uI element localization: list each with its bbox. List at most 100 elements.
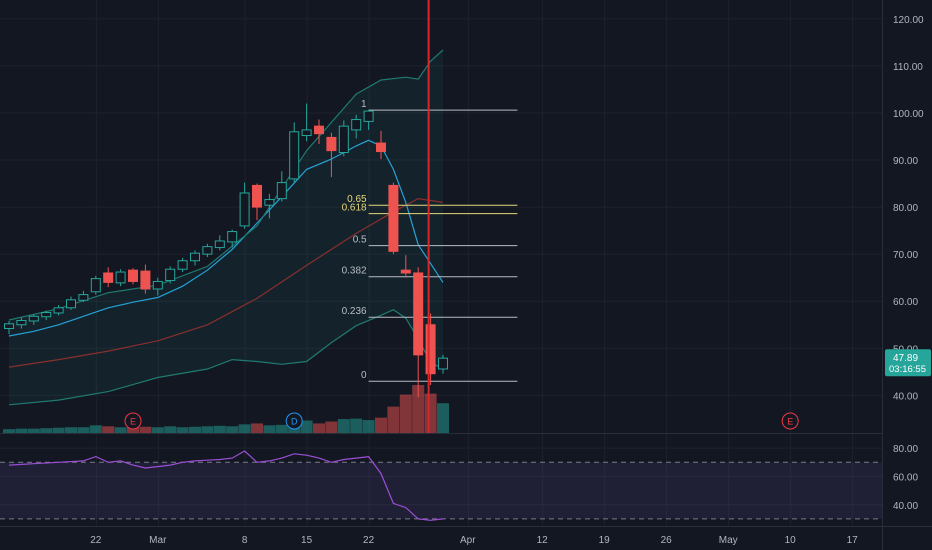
candle-up[interactable] bbox=[165, 268, 176, 282]
candle-down[interactable] bbox=[314, 125, 324, 135]
volume-bar[interactable] bbox=[89, 425, 102, 433]
fib-level-label: 0.65 bbox=[347, 194, 367, 205]
volume-bar[interactable] bbox=[102, 426, 115, 433]
candle-down[interactable] bbox=[376, 142, 386, 153]
volume-bar[interactable] bbox=[399, 394, 412, 433]
candle-up[interactable] bbox=[202, 246, 213, 255]
candle-down[interactable] bbox=[252, 184, 262, 208]
volume-bar[interactable] bbox=[251, 423, 263, 433]
volume-bar[interactable] bbox=[387, 406, 400, 433]
candle-up[interactable] bbox=[152, 280, 163, 290]
candle-up[interactable] bbox=[28, 315, 39, 322]
candle-down[interactable] bbox=[425, 324, 436, 375]
candle-up[interactable] bbox=[177, 260, 188, 270]
rsi-line[interactable] bbox=[8, 450, 444, 521]
last-price-value: 47.89 bbox=[893, 353, 918, 364]
candle-up[interactable] bbox=[190, 252, 200, 262]
volume-bar[interactable] bbox=[164, 426, 177, 433]
candle-up[interactable] bbox=[41, 312, 52, 318]
event-marker[interactable] bbox=[124, 412, 142, 430]
candle-up[interactable] bbox=[289, 131, 300, 180]
candle-up[interactable] bbox=[239, 192, 250, 227]
candle-up[interactable] bbox=[351, 119, 362, 131]
price-tick-label: 80.00 bbox=[893, 203, 918, 214]
volume-bar[interactable] bbox=[325, 421, 338, 433]
candle-down[interactable] bbox=[103, 272, 114, 283]
candle-up[interactable] bbox=[4, 323, 14, 330]
volume-bar[interactable] bbox=[3, 429, 15, 433]
volume-bar[interactable] bbox=[189, 426, 201, 433]
candle-up[interactable] bbox=[438, 357, 448, 370]
price-tick-label: 100.00 bbox=[893, 109, 924, 120]
volume-bar[interactable] bbox=[176, 427, 189, 433]
volume-bar[interactable] bbox=[437, 403, 449, 433]
volume-bar[interactable] bbox=[313, 423, 325, 433]
fib-level-label: 0.236 bbox=[342, 306, 367, 317]
volume-bar[interactable] bbox=[213, 425, 226, 433]
event-marker[interactable] bbox=[285, 412, 303, 430]
time-axis[interactable]: 22 Mar 8 15 22 Apr 12 19 26 May 10 17 bbox=[90, 535, 858, 546]
volume-bar[interactable] bbox=[263, 425, 276, 433]
volume-bar[interactable] bbox=[27, 428, 40, 433]
price-tick-label: 110.00 bbox=[893, 62, 923, 73]
volume-bar[interactable] bbox=[40, 428, 53, 433]
candle-up[interactable] bbox=[301, 129, 312, 137]
candle-down[interactable] bbox=[326, 136, 337, 152]
time-tick-label: Mar bbox=[149, 535, 167, 546]
rsi-tick-label: 60.00 bbox=[893, 472, 918, 483]
rsi-band-fill bbox=[0, 462, 882, 519]
volume-bar[interactable] bbox=[15, 428, 28, 433]
fib-level-label: 0.5 bbox=[353, 235, 367, 246]
volume-bar[interactable] bbox=[412, 385, 425, 433]
candle-up[interactable] bbox=[214, 240, 225, 249]
candle-down[interactable] bbox=[128, 269, 138, 282]
rsi-tick-label: 80.00 bbox=[893, 444, 918, 455]
event-marker[interactable] bbox=[781, 412, 799, 430]
rsi-pane[interactable] bbox=[0, 450, 882, 521]
volume-bar[interactable] bbox=[139, 426, 152, 433]
candle-up[interactable] bbox=[363, 110, 374, 122]
price-tick-label: 120.00 bbox=[893, 15, 924, 26]
volume-bar[interactable] bbox=[201, 426, 214, 433]
volume-bar[interactable] bbox=[337, 419, 350, 433]
candle-up[interactable] bbox=[78, 294, 89, 301]
candle-down[interactable] bbox=[388, 184, 399, 252]
event-marker-label: E bbox=[130, 417, 136, 427]
candle-up[interactable] bbox=[264, 199, 275, 206]
candle-up[interactable] bbox=[66, 299, 76, 309]
fib-level-label: 0 bbox=[361, 370, 367, 381]
candle-up[interactable] bbox=[53, 307, 64, 314]
volume-bar[interactable] bbox=[52, 427, 65, 433]
candle-up[interactable] bbox=[16, 320, 27, 326]
price-pane[interactable]: 1 0.650.618 0.5 0.382 0.236 0 E D E bbox=[3, 0, 799, 433]
candle-up[interactable] bbox=[90, 278, 101, 293]
candle-up[interactable] bbox=[115, 271, 126, 284]
volume-bar[interactable] bbox=[362, 420, 375, 433]
volume-bar[interactable] bbox=[114, 427, 127, 433]
volume-bar[interactable] bbox=[226, 426, 239, 433]
volume-bar[interactable] bbox=[300, 420, 313, 433]
ma-slow-line[interactable] bbox=[8, 197, 444, 368]
time-tick-label: 12 bbox=[537, 535, 549, 546]
candle-up[interactable] bbox=[338, 125, 349, 153]
volume-bar[interactable] bbox=[375, 417, 387, 433]
volume-bar[interactable] bbox=[77, 427, 90, 433]
volume-bar[interactable] bbox=[350, 418, 363, 433]
candle-down[interactable] bbox=[400, 269, 411, 274]
time-tick-label: Apr bbox=[460, 535, 476, 546]
volume-bar[interactable] bbox=[424, 393, 437, 433]
bar-countdown: 03:16:55 bbox=[889, 364, 926, 375]
volume-bar[interactable] bbox=[151, 427, 164, 433]
band-lower-line[interactable] bbox=[8, 309, 444, 406]
volume-bar[interactable] bbox=[238, 424, 251, 433]
candle-down[interactable] bbox=[413, 272, 424, 356]
candle-up[interactable] bbox=[276, 182, 287, 200]
rsi-axis[interactable]: 80.00 60.00 40.00 bbox=[893, 444, 918, 512]
candle-down[interactable] bbox=[140, 270, 151, 290]
candle-up[interactable] bbox=[227, 231, 238, 243]
volume-bar[interactable] bbox=[65, 427, 77, 433]
band-upper-line[interactable] bbox=[8, 49, 444, 321]
volume-bar[interactable] bbox=[275, 424, 288, 433]
